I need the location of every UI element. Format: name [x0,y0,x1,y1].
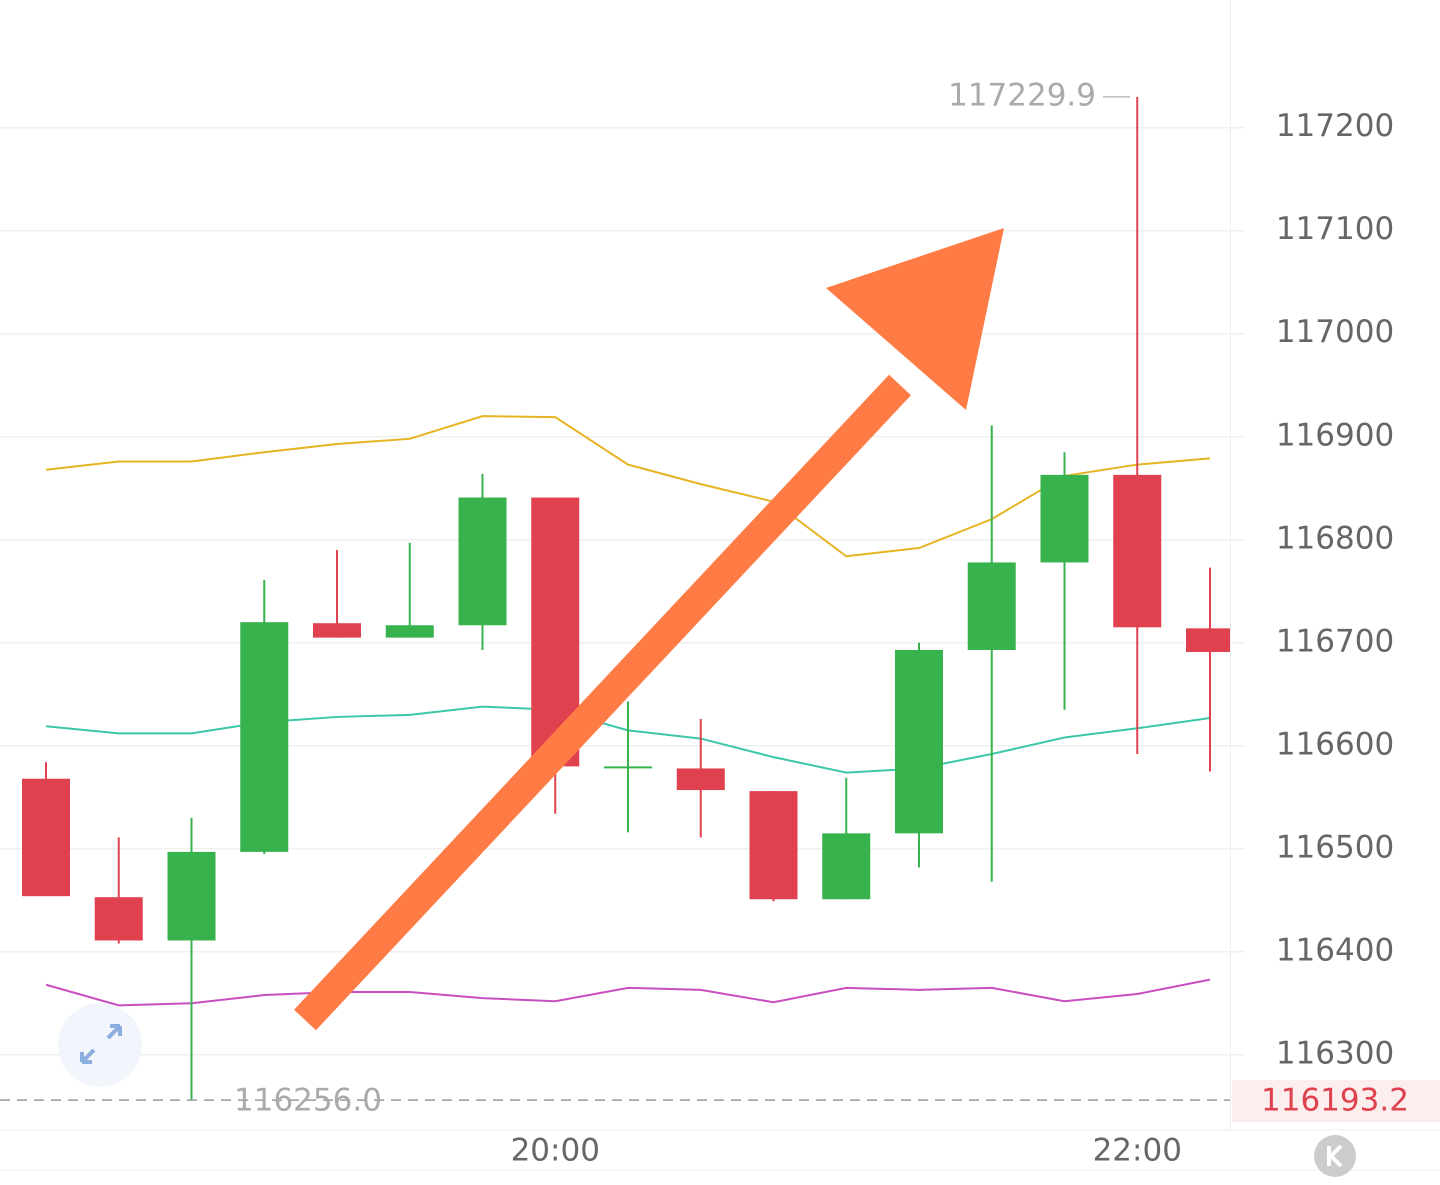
y-tick-label: 116400 [1276,932,1394,968]
y-tick-label: 117200 [1276,108,1394,144]
y-tick-label: 116500 [1276,829,1394,865]
candle-body [458,497,507,626]
candle-body [822,833,871,900]
y-tick-label: 116300 [1276,1035,1394,1071]
axis-divider [1230,0,1231,1130]
candle-body [313,623,361,638]
y-tick-label: 117100 [1276,211,1394,247]
candle-body [94,897,143,941]
y-tick-label: 117000 [1276,314,1394,350]
max-label: 117229.9 [948,77,1096,113]
arrow [294,228,1004,1031]
candle-body [895,649,943,834]
y-tick-label: 116700 [1276,623,1394,659]
candle-body [240,622,289,852]
candle-body [1186,628,1230,653]
x-tick-label: 20:00 [511,1133,600,1169]
candle-body [22,778,70,897]
y-tick-label: 116800 [1276,520,1394,556]
y-tick-label: 116600 [1276,726,1394,762]
candle-body [1040,474,1089,563]
candle-body [167,851,216,941]
band-line [45,415,1211,558]
candle-body [676,768,725,791]
expand-icon[interactable] [58,1003,142,1087]
y-tick-label: 116900 [1276,417,1394,453]
last-price-bg [1232,1080,1440,1122]
last-price: 116193.2 [1261,1083,1409,1119]
candle-body [604,766,652,769]
candle-body [749,791,798,900]
band-line [45,978,1211,1007]
min-label: 116256.0 [234,1083,382,1119]
candle-body [385,625,434,638]
candle-body [967,562,1016,650]
k-icon[interactable] [1314,1135,1356,1177]
candle-body [1113,474,1162,628]
x-tick-label: 22:00 [1093,1133,1182,1169]
